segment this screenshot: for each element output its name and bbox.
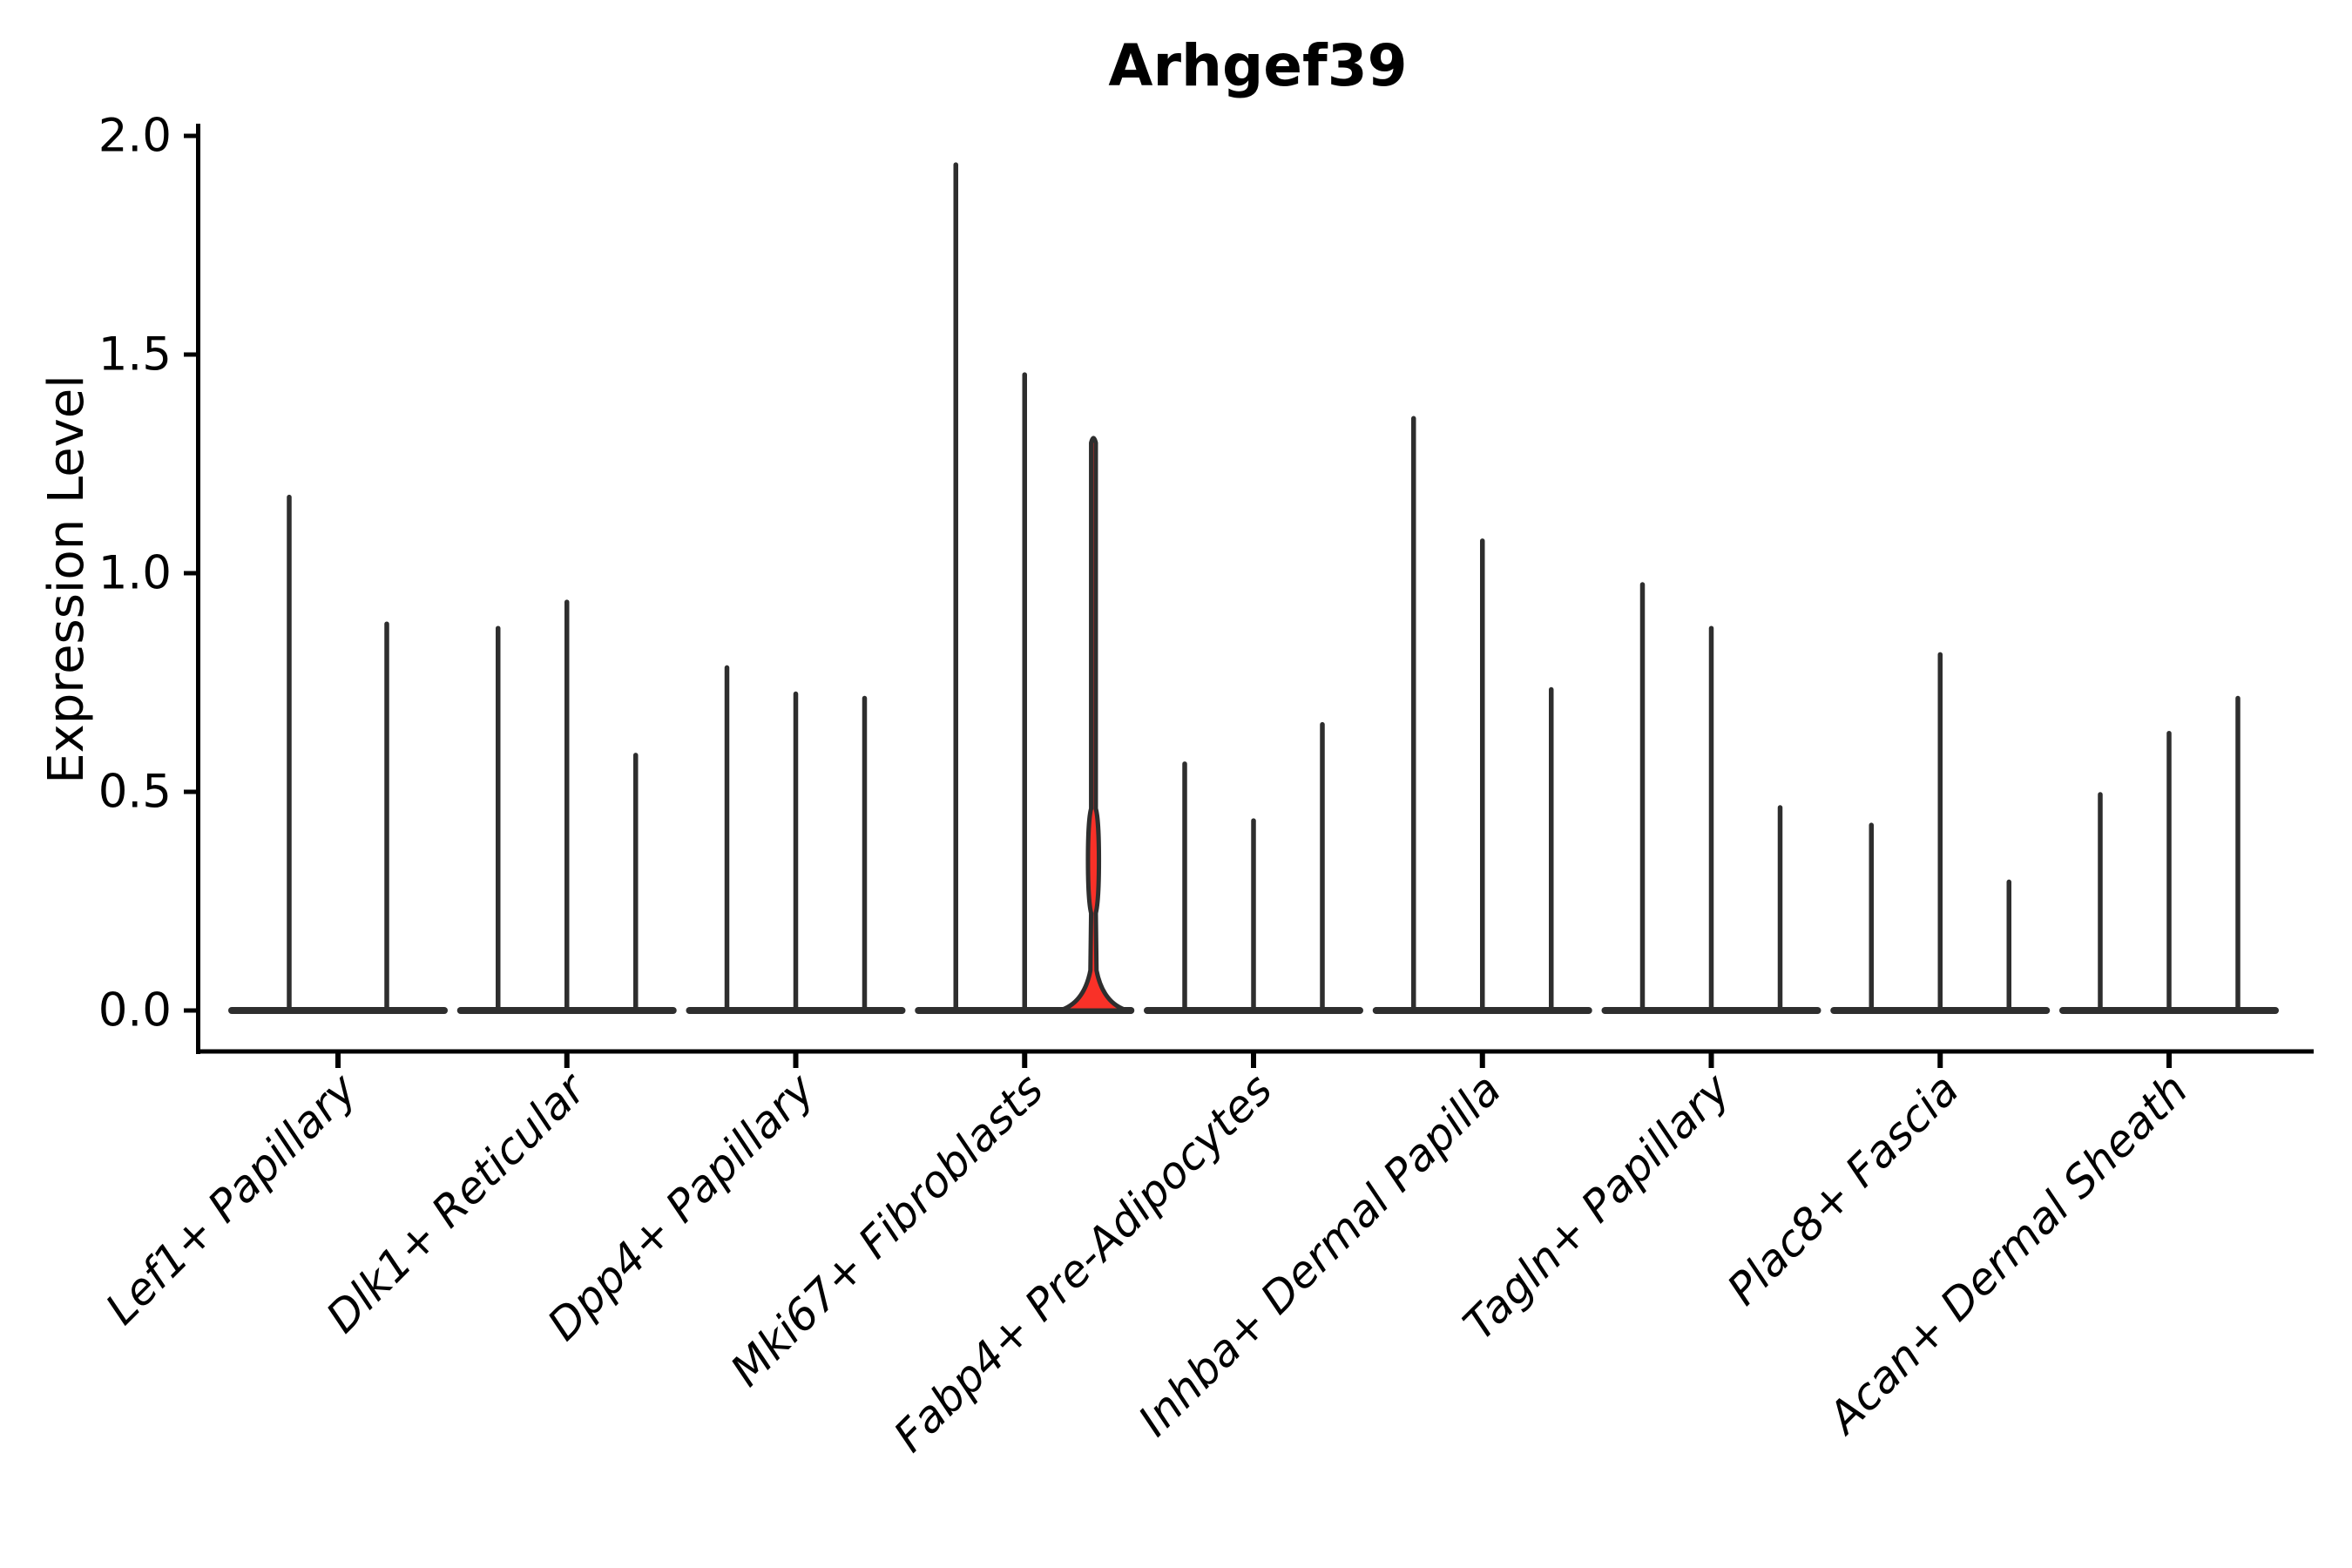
highlighted-violin <box>1057 436 1130 1013</box>
x-tick-label: Lef1+ Papillary <box>96 1063 367 1334</box>
y-tick-label: 2.0 <box>98 110 172 163</box>
y-tick-label: 1.0 <box>98 547 172 600</box>
x-tick-label: Acan+ Dermal Sheath <box>1817 1064 2198 1444</box>
x-tick-label: Plac8+ Fascia <box>1718 1064 1969 1315</box>
violins-layer <box>228 162 2279 1014</box>
y-axis-ticks: 0.0 0.5 1.0 1.5 2.0 <box>98 110 197 1037</box>
y-axis-label: Expression Level <box>38 375 95 784</box>
chart-title: Arhgef39 <box>1108 32 1407 99</box>
y-tick-label: 1.5 <box>98 328 172 382</box>
y-tick-label: 0.0 <box>98 984 172 1037</box>
x-tick-label: Fabp4+ Pre-Adipocytes <box>884 1064 1282 1462</box>
x-tick-label: Inhba+ Dermal Papilla <box>1129 1064 1511 1445</box>
y-tick-label: 0.5 <box>98 766 172 819</box>
